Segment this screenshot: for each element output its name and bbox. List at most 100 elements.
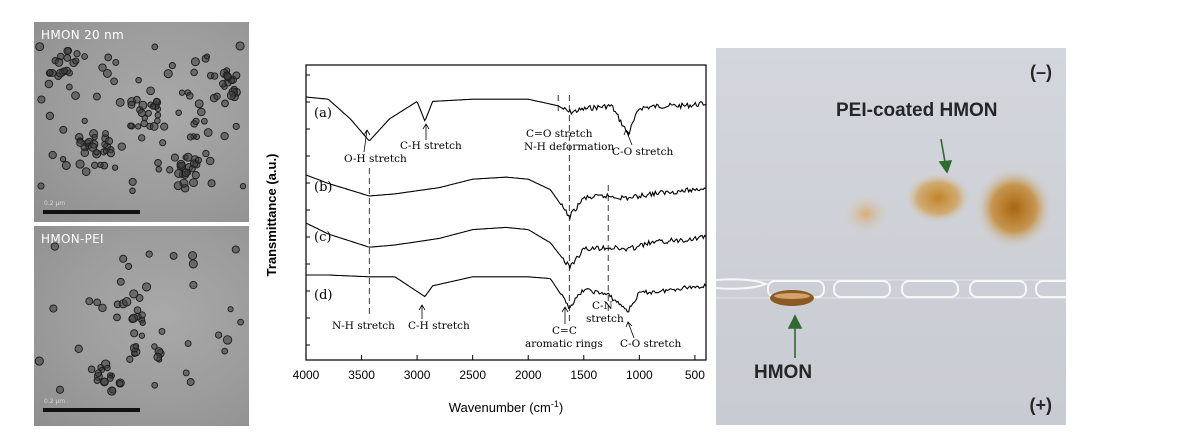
nanoparticle — [158, 327, 166, 335]
annotation-arrows — [363, 123, 635, 339]
nanoparticle — [194, 99, 204, 109]
nanoparticle — [75, 159, 85, 169]
nanoparticle — [239, 183, 247, 190]
nanoparticle — [34, 356, 44, 366]
nanoparticle — [122, 297, 132, 307]
spectrum-label-c: (c) — [314, 230, 331, 245]
nanoparticle — [132, 342, 140, 350]
nanoparticle — [98, 303, 107, 313]
pei-band-2 — [904, 172, 972, 224]
nanoparticle — [189, 280, 198, 290]
nanoparticle — [55, 385, 65, 394]
x-tick-label: 1000 — [626, 368, 653, 382]
nanoparticle — [191, 171, 200, 180]
nanoparticle — [113, 313, 121, 322]
nanoparticle — [76, 138, 85, 148]
annotation-nh-stretch-d: N-H stretch — [332, 320, 395, 332]
x-tick-label: 3500 — [348, 368, 375, 382]
nanoparticle — [74, 344, 83, 353]
nanoparticle — [130, 329, 139, 338]
nanoparticle — [137, 108, 146, 118]
spectrum-label-d: (d) — [314, 288, 332, 303]
nanoparticle — [188, 165, 196, 173]
nanoparticle — [80, 148, 90, 157]
nanoparticle — [61, 161, 71, 170]
nanoparticle — [181, 168, 191, 178]
annotation-cn-stretch: stretch — [586, 313, 624, 325]
nanoparticle — [190, 57, 200, 67]
nanoparticle — [110, 77, 118, 86]
nanoparticle — [72, 57, 80, 65]
nanoparticle — [106, 374, 114, 382]
nanoparticle — [205, 156, 215, 166]
nanoparticle — [98, 63, 107, 72]
nanoparticle — [104, 137, 114, 146]
nanoparticle — [125, 262, 133, 270]
nanoparticle — [201, 117, 208, 125]
nanoparticle — [160, 122, 169, 131]
gel-electrophoresis-image: (–) (+) PEI-coated HMON HMON — [716, 48, 1066, 425]
scale-bar-text: 0.2 μm — [44, 398, 66, 405]
nanoparticle — [145, 250, 153, 258]
nanoparticle — [138, 100, 148, 110]
nanoparticle — [188, 251, 198, 261]
tem-particles-bottom — [34, 242, 244, 396]
nanoparticle — [102, 130, 109, 138]
nanoparticle — [87, 142, 98, 152]
nanoparticle — [59, 155, 67, 163]
nanoparticle — [220, 131, 229, 141]
nanoparticle — [91, 161, 99, 169]
nanoparticle — [106, 149, 115, 158]
spectrum-line-c — [305, 222, 707, 270]
spectrum-label-a: (a) — [314, 106, 332, 121]
pei-coated-hmon-label: PEI-coated HMON — [836, 100, 998, 121]
nanoparticle — [49, 304, 58, 313]
gel-graphic — [716, 138, 1066, 358]
nanoparticle — [46, 69, 54, 77]
nanoparticle — [119, 254, 128, 263]
tem-label-hmon-pei: HMON-PEI — [41, 232, 104, 246]
nanoparticle — [153, 352, 163, 362]
nanoparticle — [87, 365, 96, 374]
nanoparticle — [174, 169, 184, 178]
nanoparticle — [214, 331, 223, 339]
nanoparticle — [127, 122, 134, 130]
nanoparticle — [154, 158, 162, 167]
spectrum-label-b: (b) — [314, 180, 332, 195]
tem-image-hmon: HMON 20 nm 0.2 μm — [34, 22, 249, 222]
nanoparticle — [183, 152, 193, 162]
dashed-guides — [368, 95, 609, 325]
tem-label-hmon: HMON 20 nm — [41, 28, 124, 42]
annotation-c-o-stretch-d: C-O stretch — [620, 338, 681, 350]
hmon-label: HMON — [754, 362, 813, 383]
scale-bar — [43, 210, 140, 214]
nanoparticle — [44, 79, 54, 89]
nanoparticle — [138, 311, 146, 319]
annotation-ch-stretch-a: C-H stretch — [400, 140, 462, 152]
x-axis-ticks: 4000 3500 3000 2500 2000 1500 1000 500 — [293, 74, 705, 382]
nanoparticle — [111, 164, 119, 171]
nanoparticle — [138, 134, 146, 142]
nanoparticle — [60, 67, 68, 75]
nanoparticle — [232, 71, 241, 80]
nanoparticle — [189, 178, 198, 188]
nanoparticle — [149, 103, 157, 110]
nanoparticle — [81, 53, 88, 60]
nanoparticle — [197, 107, 206, 117]
nanoparticle — [139, 319, 146, 326]
nanoparticle — [138, 332, 146, 339]
nanoparticle — [116, 380, 124, 387]
nanoparticle — [155, 166, 163, 173]
nanoparticle — [48, 150, 57, 160]
nanoparticle — [190, 68, 198, 77]
nanoparticle — [63, 54, 72, 62]
nanoparticle — [219, 80, 227, 88]
nanoparticle — [151, 343, 158, 350]
spectrum-line-a — [305, 96, 707, 141]
nanoparticle — [107, 386, 117, 396]
nanoparticle — [176, 159, 186, 169]
nanoparticle — [91, 133, 98, 141]
nanoparticle — [203, 53, 211, 60]
x-tick-label: 3000 — [404, 368, 431, 382]
nanoparticle — [163, 69, 173, 79]
